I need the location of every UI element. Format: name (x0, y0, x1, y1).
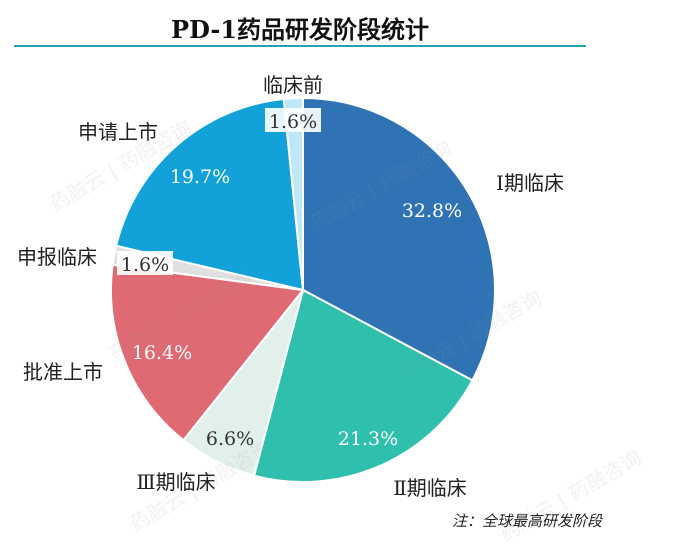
value-label: 16.4% (132, 342, 192, 364)
category-label: Ⅲ期临床 (136, 470, 215, 494)
value-label: 21.3% (338, 428, 398, 450)
title-divider (14, 45, 586, 47)
pie-slice (302, 96, 496, 382)
pie-slice (114, 97, 305, 292)
category-label: Ⅱ期临床 (393, 476, 467, 500)
value-label: 1.6% (121, 254, 169, 276)
pie-slice (110, 263, 305, 442)
value-label: 1.6% (269, 111, 317, 133)
value-label: 32.8% (402, 200, 462, 222)
category-label: 批准上市 (23, 360, 103, 384)
pie-slice (282, 96, 304, 291)
chart-title: PD-1药品研发阶段统计 (171, 15, 429, 44)
category-label: 申报临床 (17, 245, 97, 269)
pie-slice (252, 288, 474, 483)
value-label: 6.6% (206, 428, 254, 450)
footnote: 注：全球最高研发阶段 (452, 512, 603, 530)
category-label: Ⅰ期临床 (496, 171, 564, 195)
value-label-box (265, 108, 321, 132)
value-label-box (117, 251, 173, 275)
value-label: 19.7% (170, 166, 230, 188)
category-label: 申请上市 (78, 120, 158, 144)
category-label: 临床前 (263, 73, 323, 97)
